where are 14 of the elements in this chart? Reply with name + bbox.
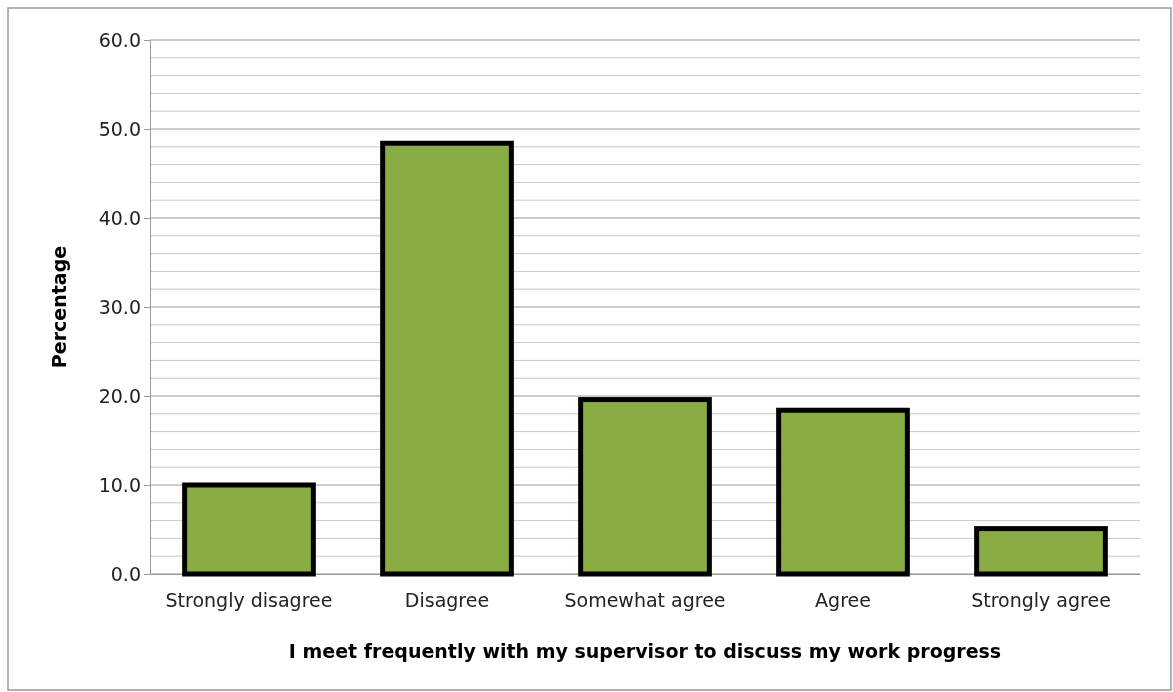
y-tick-label: 50.0 [98,117,141,140]
x-tick-label: Disagree [404,589,490,612]
x-tick-label: Agree [815,589,871,612]
y-tick-label: 40.0 [98,206,141,229]
y-tick-label: 30.0 [98,295,141,318]
x-axis-title: I meet frequently with my supervisor to discuss my work progress [288,640,1002,662]
y-tick-label: 10.0 [98,473,141,496]
x-tick-label: Strongly disagree [165,589,333,612]
y-tick-label: 0.0 [110,562,141,585]
x-tick-label: Somewhat agree [564,589,726,612]
x-tick-label: Strongly agree [971,589,1111,612]
y-axis-title: Percentage [48,245,70,369]
y-tick-label: 60.0 [98,28,141,51]
y-tick-label: 20.0 [98,384,141,407]
